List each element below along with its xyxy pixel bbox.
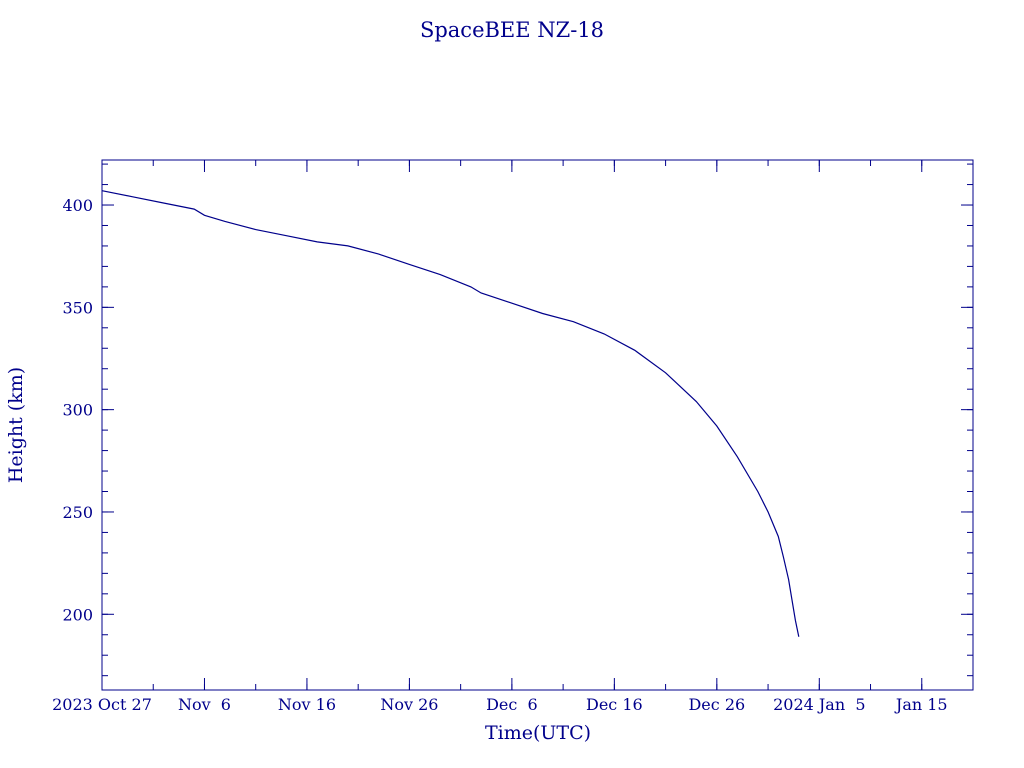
- chart-title: SpaceBEE NZ-18: [420, 18, 604, 42]
- y-tick-label: 200: [62, 605, 93, 624]
- y-tick-label: 300: [62, 401, 93, 420]
- x-tick-label: Dec 26: [688, 695, 745, 714]
- x-tick-label: Nov 6: [178, 695, 231, 714]
- y-tick-label: 350: [62, 298, 93, 317]
- y-tick-labels: 200 250 300 350 400: [62, 196, 93, 624]
- x-tick-label: Jan 15: [894, 695, 948, 714]
- x-tick-label: 2024 Jan 5: [773, 695, 865, 714]
- y-tick-label: 400: [62, 196, 93, 215]
- tick-marks: [101, 160, 974, 690]
- x-tick-label: Nov 26: [380, 695, 438, 714]
- x-tick-labels: 2023 Oct 27 Nov 6 Nov 16 Nov 26 Dec 6 Dec 16 D…: [52, 695, 947, 714]
- height-series-line: [101, 190, 800, 637]
- x-tick-label: Dec 6: [486, 695, 538, 714]
- x-axis-label: Time(UTC): [485, 722, 591, 744]
- x-tick-label: 2023 Oct 27: [52, 695, 152, 714]
- y-tick-label: 250: [62, 503, 93, 522]
- x-tick-label: Nov 16: [278, 695, 336, 714]
- y-axis-label: Height (km): [5, 367, 27, 483]
- plot-frame: [101, 159, 974, 691]
- x-tick-label: Dec 16: [586, 695, 643, 714]
